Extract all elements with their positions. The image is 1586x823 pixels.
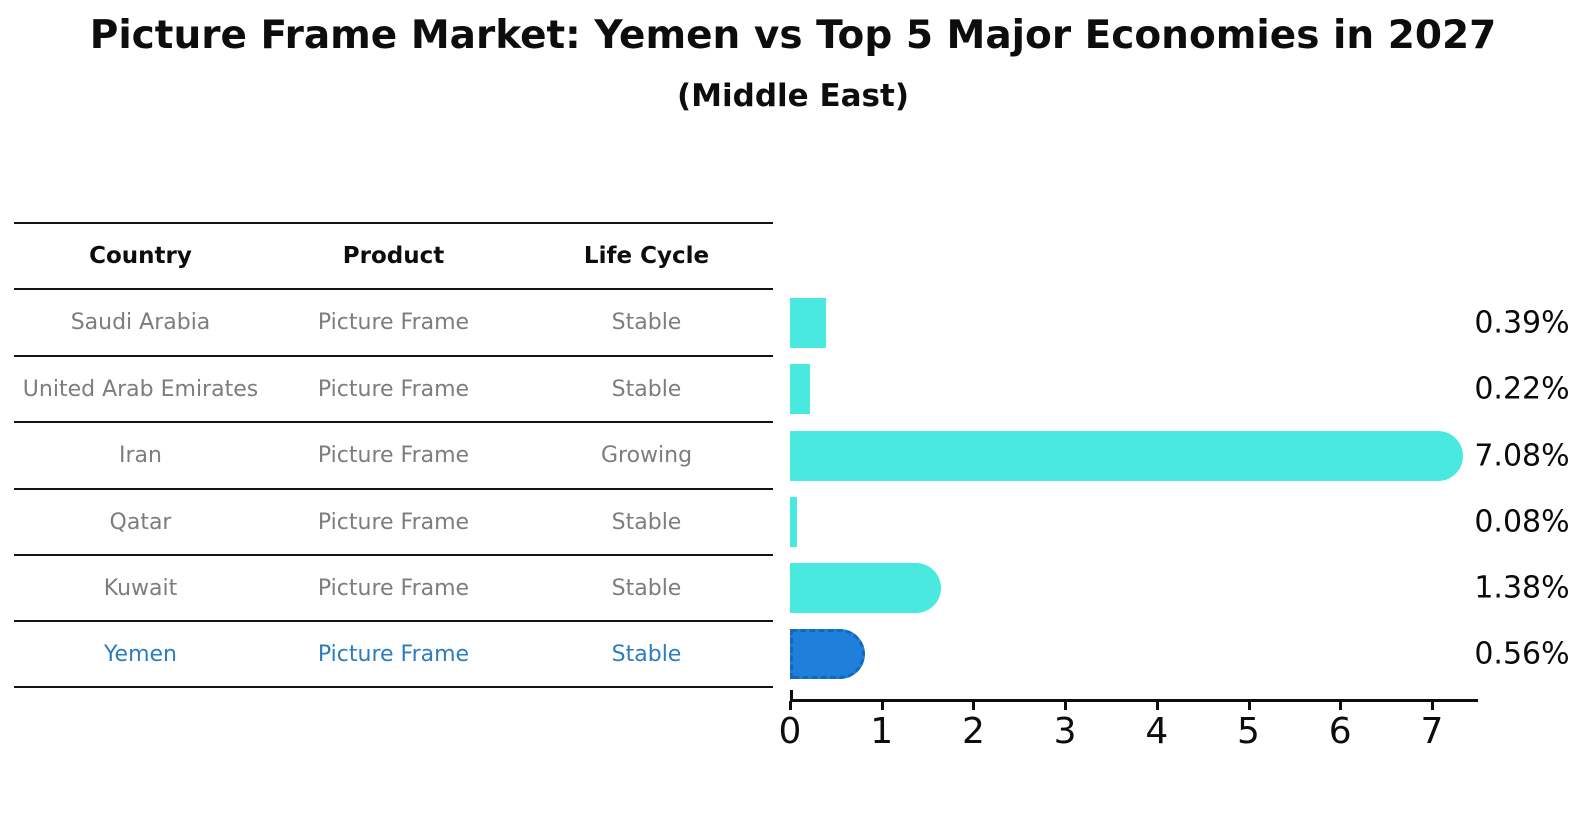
table-rule — [14, 421, 773, 423]
bar-highlight — [790, 629, 865, 679]
x-tick — [1064, 701, 1068, 710]
table-rule — [14, 554, 773, 556]
table-cell-life_cycle: Stable — [611, 310, 682, 335]
value-label: 0.22% — [1474, 371, 1570, 407]
x-tick — [1155, 701, 1159, 710]
table-cell-product: Picture Frame — [317, 310, 470, 335]
table-row: Saudi Arabia Picture Frame Stable — [14, 289, 773, 356]
x-tick — [1247, 701, 1251, 710]
table-cell-life_cycle: Stable — [611, 509, 682, 535]
x-tick — [880, 701, 884, 710]
bar — [790, 563, 941, 613]
value-label: 1.38% — [1474, 570, 1570, 606]
table-cell-country: Qatar — [109, 509, 172, 535]
table-rule — [14, 488, 773, 490]
table-cell-country: Iran — [119, 443, 162, 468]
x-tick-label: 0 — [778, 711, 802, 752]
y-axis-stub — [790, 690, 793, 700]
table-header-row: Country Product Life Cycle — [14, 223, 773, 289]
table-cell-country: Yemen — [104, 641, 177, 667]
table-rule — [14, 355, 773, 357]
x-tick — [1430, 701, 1434, 710]
table-cell-country: Saudi Arabia — [70, 310, 211, 335]
table-row: United Arab Emirates Picture Frame Stable — [14, 356, 773, 422]
table-cell-product: Picture Frame — [317, 641, 470, 667]
table-cell-life_cycle: Stable — [611, 575, 682, 601]
x-tick-label: 7 — [1420, 711, 1444, 752]
chart-title: Picture Frame Market: Yemen vs Top 5 Maj… — [89, 13, 1497, 58]
table-cell-life_cycle: Stable — [611, 641, 682, 667]
value-label: 0.56% — [1474, 636, 1570, 672]
chart-subtitle: (Middle East) — [676, 78, 909, 114]
bar — [790, 297, 826, 348]
table-cell-life_cycle: Stable — [611, 376, 682, 402]
table-header-life_cycle: Life Cycle — [583, 243, 710, 269]
x-tick-label: 5 — [1237, 711, 1260, 752]
bar — [790, 497, 797, 547]
x-tick — [1339, 701, 1343, 710]
value-label: 0.08% — [1474, 504, 1570, 540]
table-cell-country: United Arab Emirates — [22, 376, 259, 402]
table-header-product: Product — [342, 243, 445, 269]
x-axis — [790, 699, 1478, 702]
table-cell-country: Kuwait — [103, 575, 178, 601]
table-rule — [14, 222, 773, 224]
table-cell-product: Picture Frame — [317, 443, 470, 468]
x-tick-label: 6 — [1328, 711, 1352, 752]
x-tick-label: 1 — [870, 711, 894, 752]
value-label: 7.08% — [1474, 438, 1570, 473]
x-tick-label: 2 — [961, 711, 985, 752]
table-rule — [14, 288, 773, 290]
x-tick — [789, 701, 792, 710]
bar — [790, 430, 1463, 481]
value-label: 0.39% — [1474, 305, 1570, 340]
table-rule — [14, 620, 773, 622]
table-cell-product: Picture Frame — [317, 509, 470, 535]
table-cell-product: Picture Frame — [317, 575, 470, 601]
table-row: Qatar Picture Frame Stable — [14, 489, 773, 555]
table-cell-product: Picture Frame — [317, 376, 470, 402]
table-rule — [14, 686, 773, 688]
x-tick-label: 4 — [1145, 711, 1169, 752]
table-row: Iran Picture Frame Growing — [14, 422, 773, 489]
bar — [790, 364, 810, 414]
table-cell-life_cycle: Growing — [600, 443, 693, 468]
table-row: Yemen Picture Frame Stable — [14, 621, 773, 687]
table-row: Kuwait Picture Frame Stable — [14, 555, 773, 621]
table-header-country: Country — [89, 243, 192, 269]
x-tick — [972, 701, 976, 710]
x-tick-label: 3 — [1053, 711, 1077, 752]
